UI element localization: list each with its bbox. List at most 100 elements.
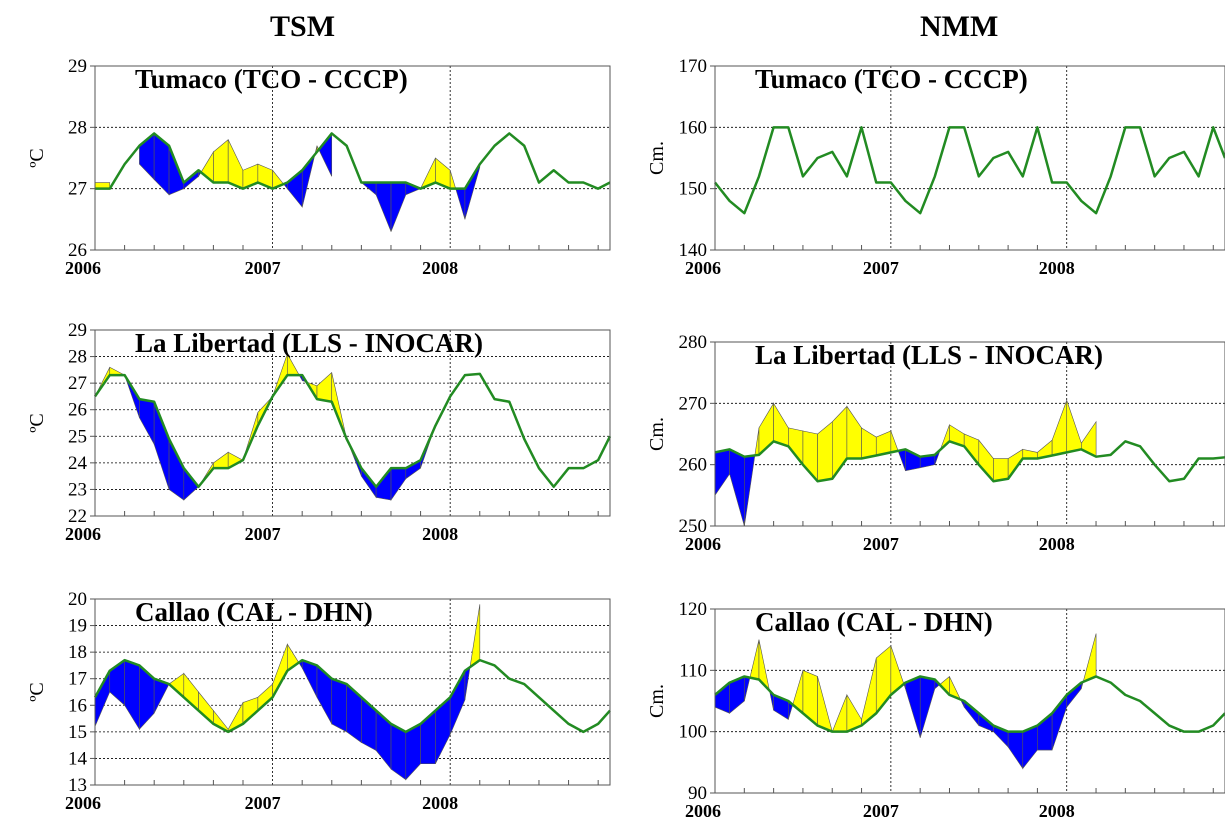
y-axis-label: ºC: [26, 148, 48, 168]
x-tick-label: 2006: [65, 258, 101, 278]
x-tick-label: 2007: [863, 801, 899, 821]
warm-anomaly-fill: [861, 427, 877, 459]
y-tick-label: 280: [679, 332, 708, 353]
cold-anomaly-fill: [1066, 681, 1082, 708]
x-tick-label: 2007: [863, 258, 899, 278]
x-tick-label: 2008: [1039, 801, 1075, 821]
cold-anomaly-fill: [316, 664, 333, 726]
climatology-line: [714, 675, 1225, 733]
cold-anomaly-fill: [744, 676, 751, 702]
cold-anomaly-fill: [168, 438, 185, 501]
x-tick-label: 2006: [685, 258, 721, 278]
y-tick-label: 28: [68, 347, 87, 368]
cold-anomaly-fill: [714, 448, 730, 497]
warm-anomaly-fill: [257, 683, 273, 712]
y-tick-label: 20: [68, 589, 87, 610]
cold-anomaly-fill: [331, 678, 347, 733]
x-tick-label: 2008: [1039, 534, 1075, 554]
y-tick-label: 170: [679, 56, 708, 77]
nmm-column-header: NMM: [920, 10, 999, 43]
y-tick-label: 270: [679, 393, 708, 414]
y-tick-label: 110: [679, 660, 707, 681]
climatology-line: [714, 440, 1225, 483]
cold-anomaly-fill: [124, 659, 140, 731]
warm-anomaly-fill: [242, 696, 259, 725]
y-tick-label: 23: [68, 479, 87, 500]
warm-anomaly-fill: [1082, 633, 1097, 683]
sea-level-line: [714, 126, 1225, 215]
warm-anomaly-fill: [749, 639, 760, 680]
cold-anomaly-fill: [390, 723, 407, 781]
warm-anomaly-fill: [788, 427, 804, 466]
warm-anomaly-fill: [754, 427, 760, 456]
cold-anomaly-fill: [963, 700, 980, 727]
y-tick-label: 140: [679, 240, 708, 261]
x-tick-label: 2006: [65, 793, 101, 813]
warm-anomaly-fill: [1022, 448, 1038, 459]
tsm-libertad-chart: 22 23 24 25 26 27 28 29 2006 2007 2008 ºC La Liberta…: [26, 320, 612, 544]
tsm-tumaco-chart: 26 27 28 29 2006 2007 2008 ºC Tumaco (TCO - CCCP…: [26, 56, 611, 278]
x-tick-label: 2008: [422, 793, 458, 813]
x-tick-label: 2007: [245, 524, 281, 544]
y-tick-label: 15: [68, 722, 87, 743]
cold-anomaly-fill: [390, 182, 407, 232]
climatology-line: [95, 132, 611, 190]
y-axis-label: Cm.: [646, 141, 668, 175]
y-tick-label: 29: [68, 56, 87, 77]
x-tick-label: 2006: [685, 801, 721, 821]
warm-anomaly-fill: [469, 604, 481, 668]
y-axis-label: Cm.: [646, 684, 668, 718]
chart-title: Tumaco (TCO - CCCP): [135, 64, 408, 94]
y-tick-label: 260: [679, 455, 708, 476]
cold-anomaly-fill: [919, 676, 936, 738]
warm-anomaly-fill: [1051, 400, 1068, 456]
plot-frame: [94, 329, 611, 517]
y-tick-label: 28: [68, 117, 87, 138]
warm-anomaly-fill: [993, 458, 1009, 482]
cold-anomaly-fill: [405, 723, 421, 781]
y-axis-label: ºC: [26, 682, 48, 702]
cold-anomaly-fill: [139, 398, 155, 446]
tsm-column-header: TSM: [270, 10, 336, 43]
y-axis-label: Cm.: [646, 417, 668, 451]
x-tick-label: 2008: [422, 258, 458, 278]
plot-frame: [94, 598, 611, 786]
y-tick-label: 13: [68, 775, 87, 796]
warm-anomaly-fill: [890, 645, 905, 696]
plot-frame: [94, 65, 611, 251]
warm-anomaly-fill: [817, 676, 833, 733]
cold-anomaly-fill: [897, 448, 906, 471]
tsm-callao-chart: 13 14 15 16 17 18 19 20 2006 2007 2008 ºC Callao (CA…: [26, 589, 611, 813]
cold-anomaly-fill: [375, 709, 392, 770]
x-tick-label: 2007: [245, 258, 281, 278]
warm-anomaly-fill: [846, 405, 862, 459]
y-tick-label: 150: [679, 179, 708, 200]
x-tick-label: 2008: [1039, 258, 1075, 278]
cold-anomaly-fill: [94, 669, 111, 727]
nmm-libertad-chart: 250 260 270 280 2006 2007 2008 Cm. La Libertad (…: [646, 332, 1225, 554]
y-tick-label: 26: [68, 400, 87, 421]
climatology-line: [93, 372, 612, 489]
warm-anomaly-fill: [213, 138, 229, 183]
y-tick-label: 18: [68, 642, 87, 663]
x-tick-label: 2006: [685, 534, 721, 554]
cold-anomaly-fill: [455, 188, 466, 220]
warm-anomaly-fill: [773, 402, 789, 447]
cold-anomaly-fill: [449, 669, 466, 735]
y-tick-label: 24: [68, 453, 88, 474]
warm-anomaly-fill: [890, 430, 899, 453]
cold-anomaly-fill: [744, 455, 756, 527]
cold-anomaly-fill: [464, 666, 471, 701]
x-tick-label: 2008: [422, 524, 458, 544]
x-tick-label: 2006: [65, 524, 101, 544]
y-tick-label: 90: [688, 783, 707, 804]
x-tick-label: 2007: [863, 534, 899, 554]
y-tick-label: 27: [68, 179, 87, 200]
plot-frame: [714, 65, 1225, 251]
cold-anomaly-fill: [1007, 731, 1024, 770]
chart-title: Callao (CAL - DHN): [135, 597, 373, 627]
warm-anomaly-fill: [227, 139, 244, 190]
plot-frame: [714, 608, 1225, 794]
cold-anomaly-fill: [153, 401, 170, 490]
warm-anomaly-fill: [1066, 400, 1082, 453]
